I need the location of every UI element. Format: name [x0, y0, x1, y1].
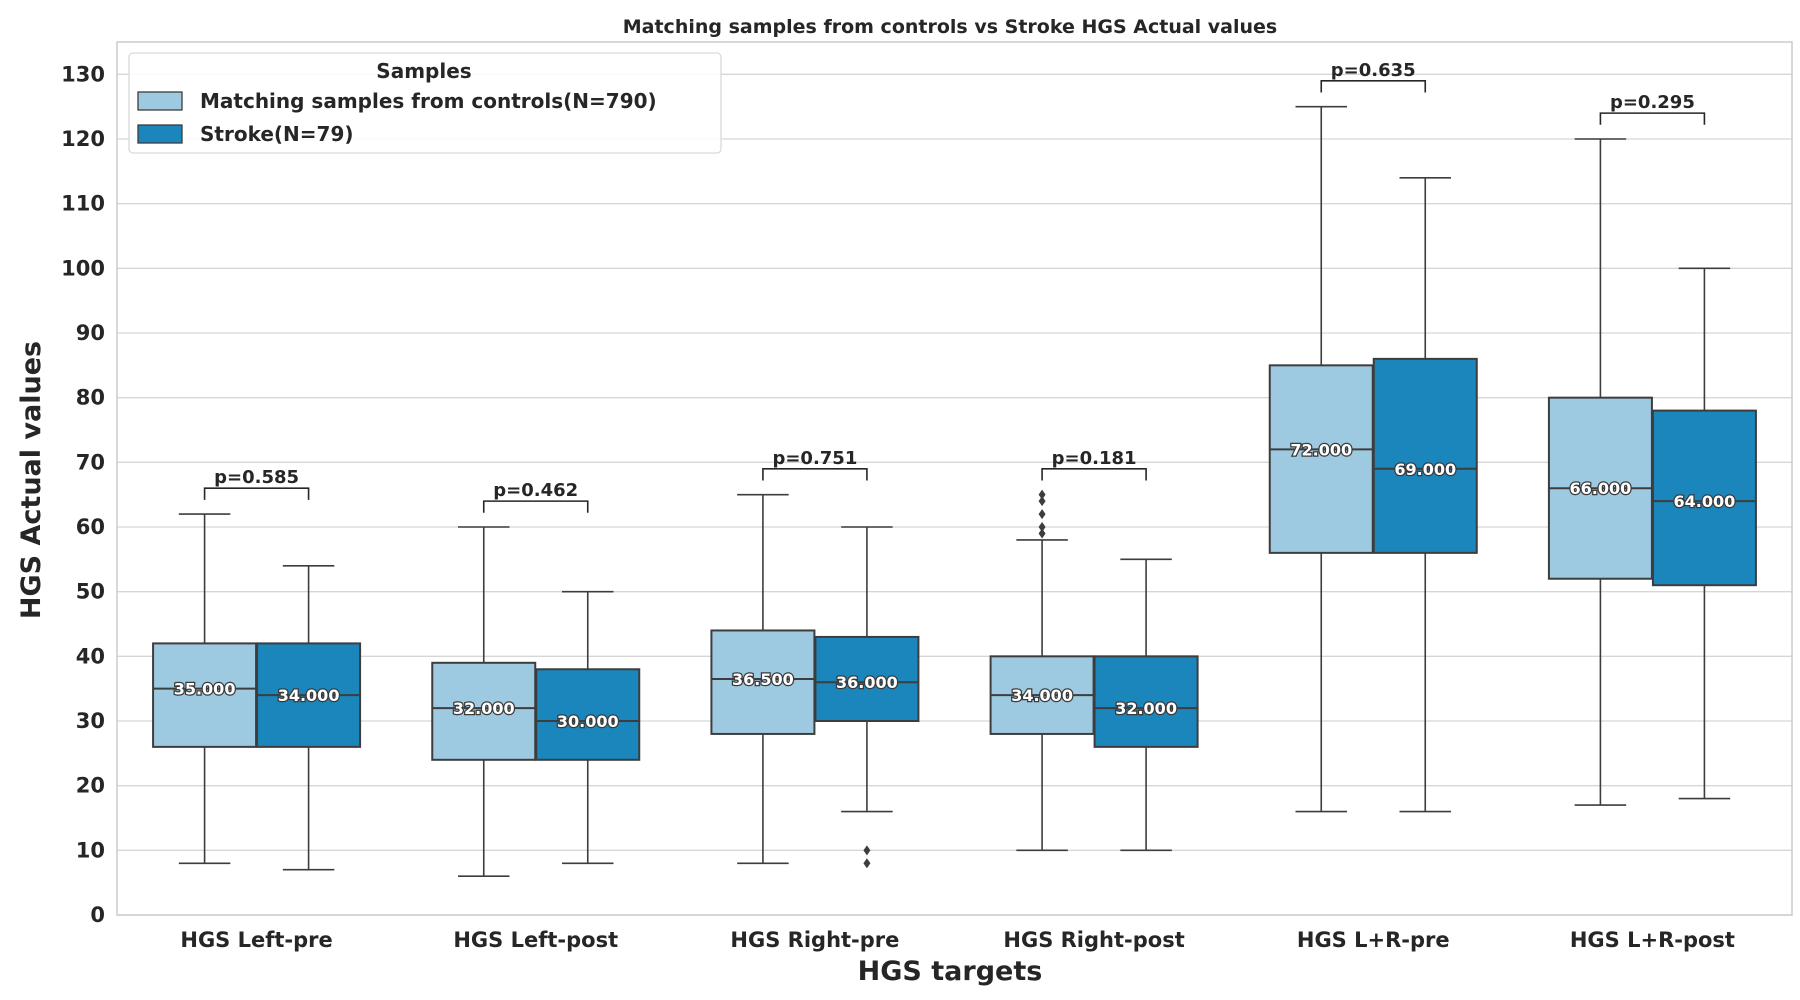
- p-value-label: p=0.635: [1331, 60, 1416, 81]
- p-value-bracket: [1599, 112, 1706, 125]
- y-tick-label: 80: [76, 386, 105, 410]
- p-value-bracket: [1041, 468, 1147, 481]
- p-value-annotation: p=0.585: [203, 467, 310, 500]
- p-value-bracket: [762, 468, 868, 481]
- y-tick-label: 70: [76, 450, 105, 474]
- chart-title: Matching samples from controls vs Stroke…: [623, 16, 1277, 38]
- median-label: 35.000: [174, 680, 236, 699]
- y-axis: 0 10 20 30 40 50 60 70 80 90 100 110 120 130: [61, 62, 105, 927]
- legend: Samples Matching samples from controls(N=…: [128, 52, 722, 154]
- box-iqr: [710, 629, 816, 735]
- box-group: 72.000: [1268, 105, 1374, 813]
- box-iqr: [152, 642, 258, 748]
- legend-entry: Stroke(N=79): [200, 122, 354, 146]
- y-axis-label: HGS Actual values: [16, 341, 47, 619]
- box-group: 66.000: [1547, 138, 1653, 806]
- box-iqr: [535, 668, 641, 761]
- outlier-point: [1038, 509, 1046, 520]
- median-label: 36.000: [836, 673, 898, 692]
- legend-swatch: [137, 124, 183, 144]
- y-tick-label: 20: [76, 774, 105, 798]
- p-value-bracket: [1320, 80, 1427, 93]
- box-group: 34.000: [256, 564, 362, 871]
- p-value-annotation: p=0.751: [762, 448, 868, 481]
- gridlines: [117, 73, 1792, 916]
- y-tick-label: 120: [61, 127, 105, 151]
- median-label: 34.000: [1011, 686, 1073, 705]
- median-label: 32.000: [453, 699, 515, 718]
- p-value-annotation: p=0.295: [1599, 92, 1706, 125]
- x-tick-label: HGS L+R-post: [1570, 928, 1735, 952]
- p-value-label: p=0.295: [1610, 92, 1695, 113]
- x-axis-label: HGS targets: [858, 956, 1043, 987]
- median-label: 64.000: [1674, 492, 1736, 511]
- median-label: 36.500: [732, 670, 794, 689]
- p-value-annotation: p=0.462: [482, 480, 589, 513]
- p-value-label: p=0.181: [1052, 448, 1137, 469]
- outlier-point: [1038, 522, 1046, 532]
- box-group: 69.000: [1372, 177, 1478, 813]
- box-group: 30.000: [535, 590, 641, 865]
- p-value-annotation: p=0.181: [1041, 448, 1147, 481]
- median-label: 30.000: [557, 712, 619, 731]
- x-tick-label: HGS L+R-pre: [1297, 928, 1450, 952]
- box-iqr: [1651, 409, 1757, 587]
- median-label: 66.000: [1570, 479, 1632, 498]
- outlier-point: [1038, 496, 1046, 507]
- box-iqr: [1372, 357, 1478, 554]
- median-label: 69.000: [1394, 460, 1456, 479]
- median-label: 32.000: [1115, 699, 1177, 718]
- y-tick-label: 110: [61, 192, 105, 216]
- box-group: 64.000: [1651, 267, 1757, 800]
- p-value-label: p=0.462: [493, 480, 578, 501]
- p-value-bracket: [482, 500, 589, 513]
- x-tick-label: HGS Left-post: [453, 928, 618, 952]
- box-iqr: [431, 661, 537, 761]
- y-tick-label: 50: [76, 580, 105, 604]
- x-tick-label: HGS Left-pre: [180, 928, 332, 952]
- p-value-bracket: [203, 487, 310, 500]
- box-iqr: [1268, 364, 1374, 554]
- box-group: 32.000: [431, 526, 537, 878]
- median-label: 34.000: [278, 686, 340, 705]
- legend-title: Samples: [376, 59, 471, 83]
- y-tick-label: 100: [61, 256, 105, 280]
- outlier-point: [863, 845, 871, 856]
- y-tick-label: 0: [90, 903, 105, 927]
- legend-frame: [128, 52, 722, 154]
- outlier-point: [1038, 528, 1046, 539]
- x-axis: HGS Left-pre HGS Left-post HGS Right-pre HG…: [180, 928, 1735, 952]
- legend-swatch: [137, 91, 183, 111]
- p-value-label: p=0.751: [772, 448, 857, 469]
- outlier-point: [863, 858, 871, 869]
- x-tick-label: HGS Right-pre: [730, 928, 899, 952]
- box-group: 32.000: [1093, 558, 1199, 852]
- y-tick-label: 30: [76, 709, 105, 733]
- box-group: 35.000: [152, 513, 258, 865]
- y-tick-label: 10: [76, 838, 105, 862]
- y-tick-label: 40: [76, 644, 105, 668]
- p-value-label: p=0.585: [214, 467, 299, 488]
- y-tick-label: 130: [61, 62, 105, 86]
- p-value-annotation: p=0.635: [1320, 60, 1427, 93]
- legend-entry: Matching samples from controls(N=790): [200, 89, 657, 113]
- median-label: 72.000: [1290, 440, 1352, 459]
- box-group: 36.500: [710, 493, 816, 865]
- p-value-annotations: p=0.585 p=0.462 p=0.751 p=0.181 p=0.635 p=0.2…: [203, 60, 1706, 513]
- box-iqr: [814, 635, 920, 723]
- boxes: 35.000 32.000 36.500 34.000 72.000 66.000 34.0…: [152, 105, 1757, 878]
- x-tick-label: HGS Right-post: [1003, 928, 1184, 952]
- box-group: 36.000: [814, 526, 920, 869]
- y-tick-label: 60: [76, 515, 105, 539]
- plot-frame: [116, 41, 1793, 916]
- outlier-point: [1038, 489, 1046, 500]
- y-tick-label: 90: [76, 321, 105, 345]
- box-group: 34.000: [989, 489, 1095, 852]
- box-iqr: [1093, 655, 1199, 748]
